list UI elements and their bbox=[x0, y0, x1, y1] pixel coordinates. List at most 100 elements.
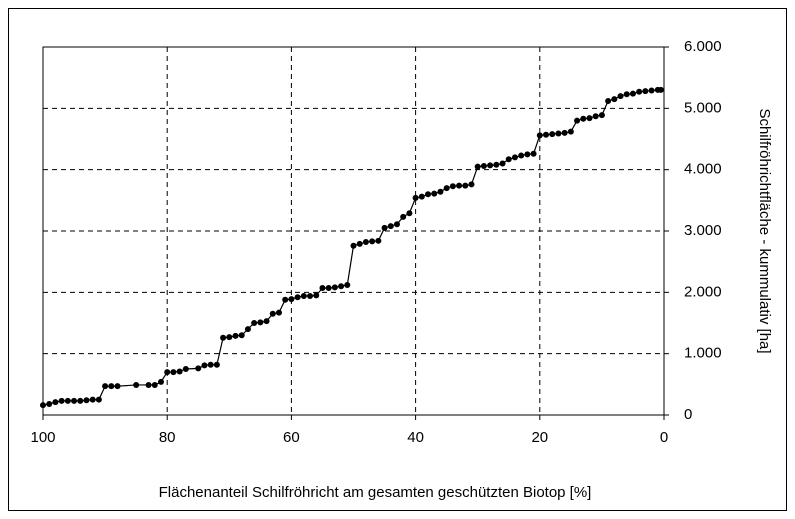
data-point bbox=[629, 90, 636, 97]
data-point bbox=[95, 396, 102, 403]
data-point bbox=[393, 221, 400, 228]
data-point bbox=[114, 383, 121, 390]
data-point bbox=[164, 369, 171, 376]
y-tick-label: 5.000 bbox=[684, 99, 722, 116]
data-point bbox=[381, 224, 388, 231]
data-point bbox=[555, 130, 562, 137]
y-tick-label: 2.000 bbox=[684, 283, 722, 300]
data-point bbox=[412, 194, 419, 201]
data-point bbox=[493, 161, 500, 168]
data-point bbox=[145, 381, 152, 388]
data-point bbox=[598, 112, 605, 119]
data-point bbox=[418, 193, 425, 200]
data-point bbox=[425, 191, 432, 198]
data-point bbox=[108, 383, 115, 390]
data-point bbox=[275, 309, 282, 316]
data-point bbox=[46, 400, 53, 407]
data-point bbox=[474, 163, 481, 170]
data-point bbox=[611, 96, 618, 103]
data-point bbox=[251, 320, 258, 326]
data-point bbox=[83, 397, 90, 404]
data-point bbox=[307, 293, 314, 300]
data-point bbox=[406, 210, 413, 217]
x-tick-label: 60 bbox=[283, 429, 300, 446]
data-point bbox=[282, 296, 289, 303]
data-point bbox=[52, 399, 59, 406]
data-point bbox=[574, 117, 581, 124]
data-point bbox=[71, 397, 78, 404]
data-point bbox=[511, 154, 518, 161]
data-point bbox=[220, 334, 227, 341]
data-point bbox=[636, 88, 643, 95]
data-point bbox=[133, 381, 140, 388]
data-point bbox=[567, 128, 574, 135]
data-point bbox=[524, 151, 531, 158]
data-point bbox=[369, 238, 376, 245]
y-tick-label: 6.000 bbox=[684, 38, 722, 55]
data-point bbox=[387, 223, 394, 230]
data-point bbox=[201, 362, 208, 369]
data-point bbox=[176, 368, 183, 375]
data-point bbox=[300, 293, 307, 300]
data-point bbox=[375, 237, 382, 244]
data-point bbox=[449, 183, 456, 190]
data-point bbox=[344, 281, 351, 288]
data-point bbox=[207, 361, 214, 368]
data-point bbox=[518, 152, 525, 159]
data-point bbox=[257, 319, 264, 326]
data-point bbox=[468, 181, 475, 188]
data-point bbox=[543, 131, 550, 138]
data-point bbox=[238, 332, 245, 339]
data-point bbox=[657, 86, 664, 93]
data-point bbox=[536, 132, 543, 139]
data-point bbox=[331, 284, 338, 291]
x-tick-label: 100 bbox=[30, 429, 55, 446]
data-point bbox=[586, 115, 593, 122]
data-point bbox=[319, 285, 326, 292]
data-point bbox=[213, 361, 220, 368]
data-point bbox=[226, 334, 233, 341]
x-tick-label: 80 bbox=[159, 429, 176, 446]
data-point bbox=[642, 88, 649, 95]
data-point bbox=[350, 242, 357, 249]
data-point bbox=[64, 397, 71, 404]
y-tick-label: 4.000 bbox=[684, 161, 722, 178]
data-point bbox=[580, 115, 587, 122]
data-point bbox=[443, 185, 450, 192]
data-point bbox=[58, 397, 65, 404]
chart-frame bbox=[8, 8, 787, 511]
data-point bbox=[269, 310, 276, 317]
data-point bbox=[313, 292, 320, 299]
data-point bbox=[89, 396, 96, 403]
x-tick-label: 40 bbox=[407, 429, 424, 446]
data-point bbox=[157, 378, 164, 385]
data-point bbox=[605, 97, 612, 104]
y-tick-label: 3.000 bbox=[684, 222, 722, 239]
x-tick-label: 0 bbox=[660, 429, 668, 446]
data-point bbox=[102, 383, 109, 390]
data-point bbox=[487, 162, 494, 169]
data-point bbox=[462, 182, 469, 189]
data-point bbox=[263, 318, 270, 325]
data-point bbox=[549, 131, 556, 138]
data-point bbox=[456, 182, 463, 189]
data-point bbox=[232, 332, 239, 339]
y-tick-label: 0 bbox=[684, 406, 692, 423]
y-axis-label: Schilfröhrichtfläche - kummulativ [ha] bbox=[756, 108, 773, 353]
data-point bbox=[530, 150, 537, 157]
data-point bbox=[648, 87, 655, 94]
data-point bbox=[77, 397, 84, 404]
data-point bbox=[40, 402, 46, 409]
data-point bbox=[480, 162, 487, 169]
data-point bbox=[592, 113, 599, 120]
data-point bbox=[617, 93, 624, 100]
y-tick-label: 1.000 bbox=[684, 345, 722, 362]
data-point bbox=[244, 326, 251, 333]
data-point bbox=[499, 160, 506, 167]
data-point bbox=[288, 296, 295, 303]
data-point bbox=[362, 239, 369, 246]
data-point bbox=[505, 156, 512, 163]
data-point bbox=[561, 129, 568, 136]
data-point bbox=[437, 188, 444, 195]
